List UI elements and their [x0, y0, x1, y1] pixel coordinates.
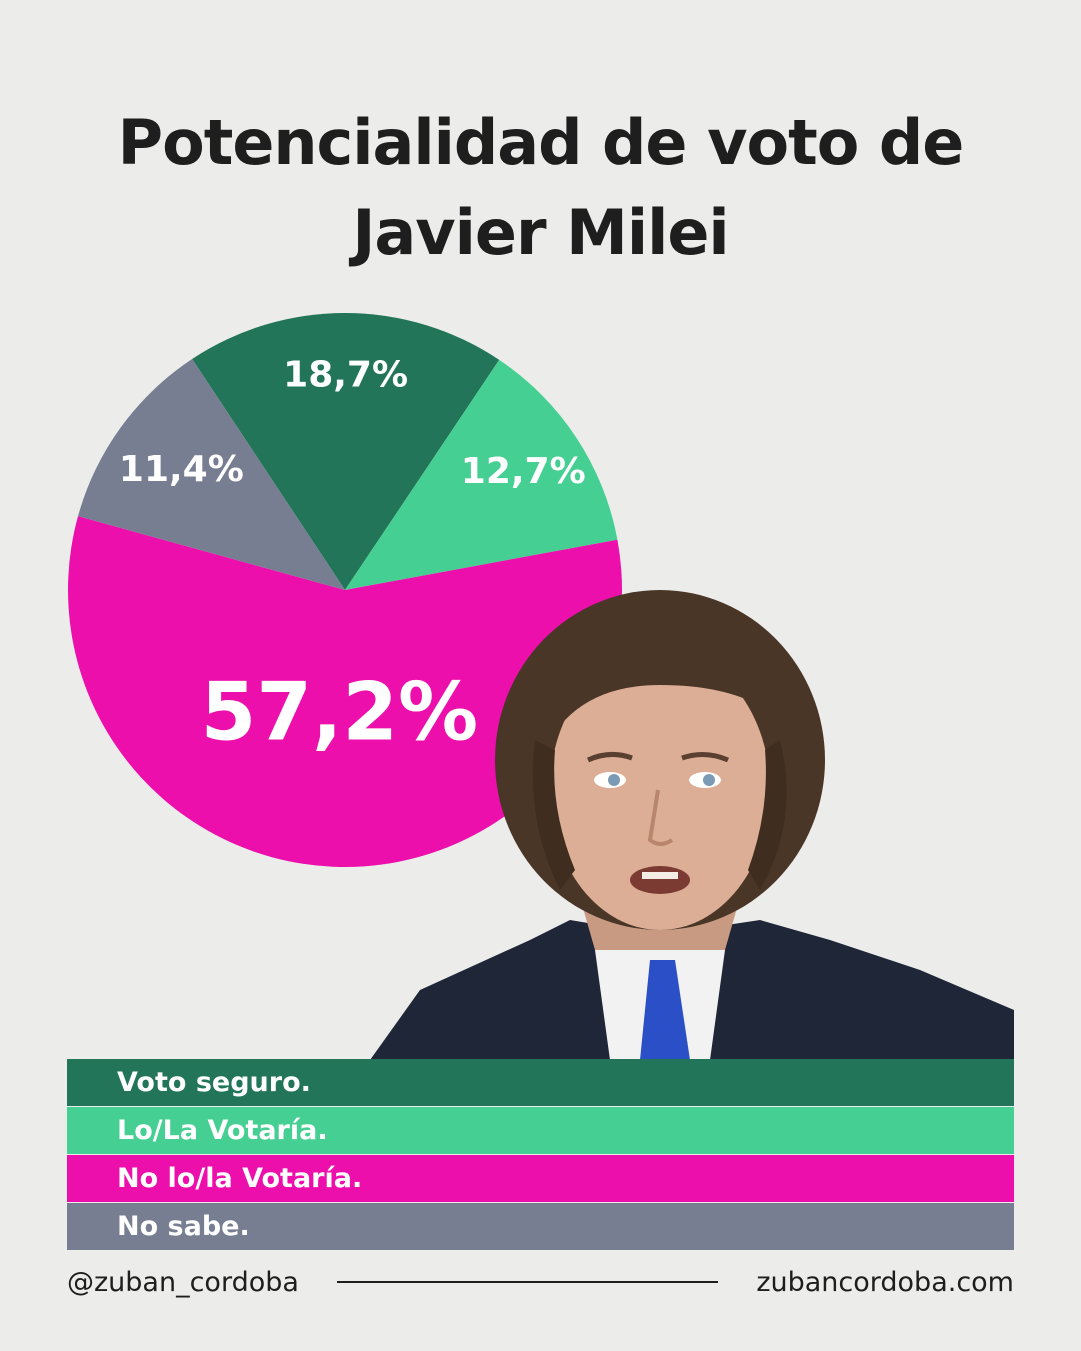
pie-slice-no-sabe — [78, 359, 345, 590]
footer: @zuban_cordoba zubancordoba.com — [67, 1262, 1014, 1302]
slice-label-lo-la-votaria: 12,7% — [461, 451, 586, 492]
legend-item-no-lo-la-votaria: No lo/la Votaría. — [67, 1155, 1014, 1202]
chart-title-line-1: Potencialidad de voto de — [117, 106, 965, 179]
portrait-photo — [370, 590, 1014, 1060]
legend-item-lo-la-votaria: Lo/La Votaría. — [67, 1107, 1014, 1154]
slice-label-voto-seguro: 18,7% — [283, 355, 408, 396]
legend: Voto seguro. Lo/La Votaría. No lo/la Vot… — [67, 1059, 1014, 1251]
slice-label-no-lo-la-votaria: 57,2% — [201, 665, 479, 758]
legend-item-no-sabe: No sabe. — [67, 1203, 1014, 1250]
slice-label-no-sabe: 11,4% — [119, 449, 244, 490]
pie-slice-lo-la-votaria — [345, 359, 618, 590]
pie-slice-no-lo-la-votaria — [67, 516, 623, 867]
chart-title: Potencialidad de voto de Javier Milei — [0, 98, 1081, 278]
chart-title-line-2: Javier Milei — [352, 196, 729, 269]
footer-divider — [336, 1281, 719, 1283]
website-link[interactable]: zubancordoba.com — [756, 1266, 1014, 1298]
social-handle: @zuban_cordoba — [67, 1266, 299, 1298]
legend-item-voto-seguro: Voto seguro. — [67, 1059, 1014, 1106]
pie-slice-voto-seguro — [192, 313, 500, 590]
